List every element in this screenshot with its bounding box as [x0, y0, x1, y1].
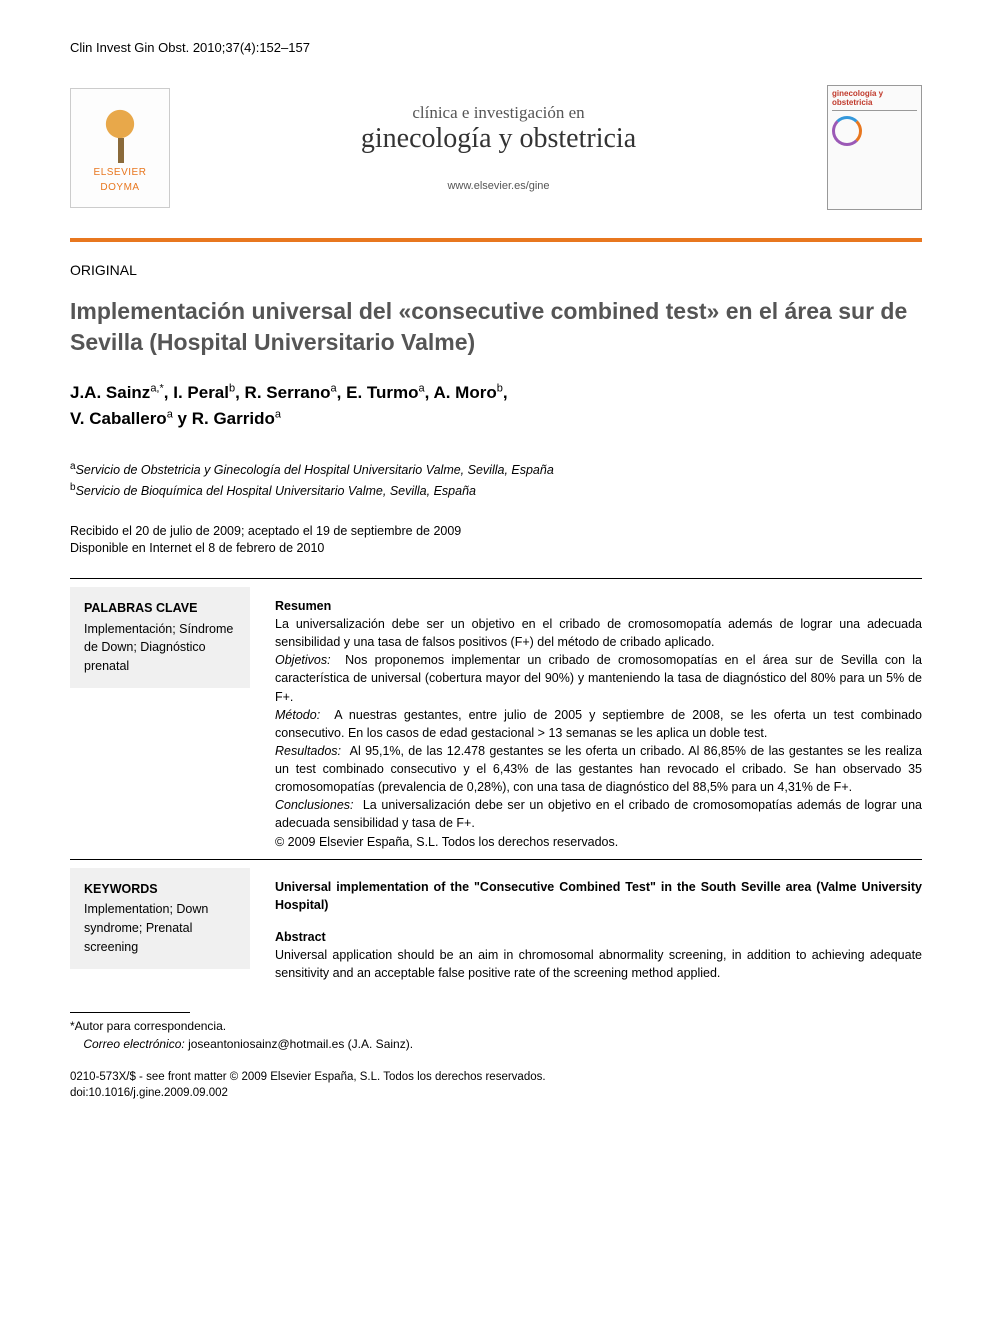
results-label: Resultados: — [275, 744, 341, 758]
method-label: Método: — [275, 708, 320, 722]
journal-cover-thumbnail: ginecología y obstetricia — [827, 85, 922, 210]
conclusions-label: Conclusiones: — [275, 798, 354, 812]
publisher-name-2: DOYMA — [100, 182, 139, 193]
email-label: Correo electrónico: — [83, 1037, 184, 1051]
author: V. Caballero — [70, 409, 167, 428]
abstract-heading-es: Resumen — [275, 597, 922, 615]
issn-copyright: 0210-573X/$ - see front matter © 2009 El… — [70, 1069, 922, 1085]
abstract-heading-en: Abstract — [275, 928, 922, 946]
keywords-list-en: Implementation; Down syndrome; Prenatal … — [84, 900, 236, 956]
footnotes: *Autor para correspondencia. Correo elec… — [70, 1012, 922, 1053]
spanish-abstract: Resumen La universalización debe ser un … — [275, 587, 922, 851]
journal-title: ginecología y obstetricia — [190, 123, 807, 155]
abstract-intro-en: Universal application should be an aim i… — [275, 946, 922, 982]
english-title: Universal implementation of the "Consecu… — [275, 878, 922, 914]
citation-line: Clin Invest Gin Obst. 2010;37(4):152–157 — [70, 40, 922, 55]
publisher-name-1: ELSEVIER — [94, 167, 147, 178]
author-affil-sup: a — [275, 408, 281, 420]
elsevier-tree-icon — [95, 103, 145, 163]
keywords-heading-en: KEYWORDS — [84, 880, 236, 899]
journal-subtitle: clínica e investigación en — [190, 103, 807, 123]
keywords-heading-es: PALABRAS CLAVE — [84, 599, 236, 618]
english-abstract-row: KEYWORDS Implementation; Down syndrome; … — [70, 868, 922, 983]
spanish-keywords: PALABRAS CLAVE Implementación; Síndrome … — [70, 587, 250, 688]
online-date: Disponible en Internet el 8 de febrero d… — [70, 540, 922, 558]
author: J.A. Sainz — [70, 383, 150, 402]
journal-url: www.elsevier.es/gine — [190, 180, 807, 192]
publisher-logo: ELSEVIER DOYMA — [70, 88, 170, 208]
english-keywords: KEYWORDS Implementation; Down syndrome; … — [70, 868, 250, 969]
received-accepted-date: Recibido el 20 de julio de 2009; aceptad… — [70, 523, 922, 541]
affiliation-a: Servicio de Obstetricia y Ginecología de… — [76, 463, 554, 477]
cover-graphic-icon — [832, 116, 862, 146]
conclusions-text: La universalización debe ser un objetivo… — [275, 798, 922, 830]
footer-meta: 0210-573X/$ - see front matter © 2009 El… — [70, 1069, 922, 1101]
abstract-copyright-es: © 2009 Elsevier España, S.L. Todos los d… — [275, 833, 922, 851]
english-abstract: Universal implementation of the "Consecu… — [275, 868, 922, 983]
footnote-rule — [70, 1012, 190, 1013]
journal-header: ELSEVIER DOYMA clínica e investigación e… — [70, 75, 922, 230]
affiliation-b: Servicio de Bioquímica del Hospital Univ… — [76, 484, 476, 498]
spanish-abstract-row: PALABRAS CLAVE Implementación; Síndrome … — [70, 587, 922, 851]
abstract-intro-es: La universalización debe ser un objetivo… — [275, 615, 922, 651]
corresponding-author-label: *Autor para correspondencia. — [70, 1017, 922, 1035]
author: y R. Garrido — [173, 409, 275, 428]
article-dates: Recibido el 20 de julio de 2009; aceptad… — [70, 523, 922, 558]
author: , A. Moro — [425, 383, 497, 402]
article-type: ORIGINAL — [70, 262, 922, 278]
author: , I. Peral — [164, 383, 229, 402]
rule — [70, 578, 922, 579]
author: , R. Serrano — [235, 383, 330, 402]
author: , E. Turmo — [337, 383, 419, 402]
author-affil-sup: a, — [150, 382, 159, 394]
cover-title: ginecología y obstetricia — [832, 90, 917, 111]
method-text: A nuestras gestantes, entre julio de 200… — [275, 708, 922, 740]
keywords-list-es: Implementación; Síndrome de Down; Diagnó… — [84, 620, 236, 676]
affiliations: aServicio de Obstetricia y Ginecología d… — [70, 459, 922, 501]
doi: doi:10.1016/j.gine.2009.09.002 — [70, 1085, 922, 1101]
divider-bar — [70, 238, 922, 242]
corresponding-email: joseantoniosainz@hotmail.es (J.A. Sainz)… — [188, 1037, 413, 1051]
author-sep: , — [503, 383, 508, 402]
author-list: J.A. Sainza,*, I. Peralb, R. Serranoa, E… — [70, 380, 922, 431]
rule — [70, 859, 922, 860]
objectives-label: Objetivos: — [275, 653, 331, 667]
results-text: Al 95,1%, de las 12.478 gestantes se les… — [275, 744, 922, 794]
article-title: Implementación universal del «consecutiv… — [70, 296, 922, 358]
journal-title-block: clínica e investigación en ginecología y… — [170, 103, 827, 192]
objectives-text: Nos proponemos implementar un cribado de… — [275, 653, 922, 703]
